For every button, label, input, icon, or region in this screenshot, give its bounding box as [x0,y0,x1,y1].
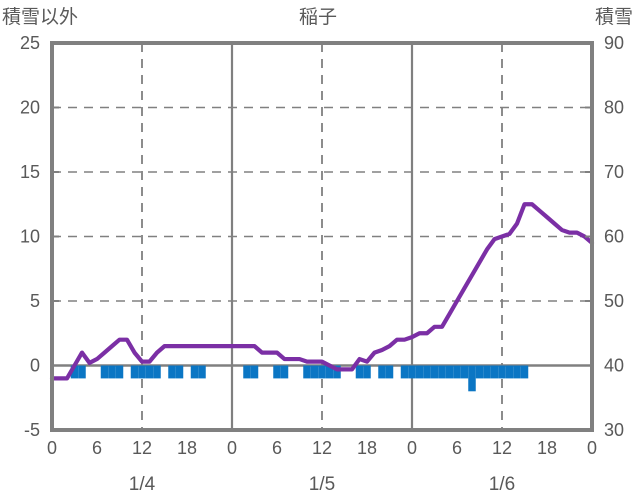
bar-snow [280,365,289,379]
bar-snow [333,365,341,379]
bar-snow [310,365,319,379]
bar-snow [498,365,506,379]
right-axis-title: 積雪 [594,7,633,28]
right-axis-ticks: 90 80 70 60 50 40 30 [585,33,624,440]
axis-tick-label: 90 [604,33,624,53]
bar-snow [175,365,184,379]
axis-tick-label: 12 [132,438,152,458]
left-axis-title: 積雪以外 [2,7,79,28]
axis-tick-label: 60 [604,227,624,247]
x-axis-ticks: 0 6 12 18 0 6 12 18 0 6 12 18 0 [47,438,597,458]
line-precipitation [49,202,595,381]
bar-snow [243,365,251,379]
x-axis-day-labels: 1/4 1/5 1/6 [129,474,515,495]
bar-snow [78,365,86,379]
axis-tick-label: 0 [30,356,40,376]
axis-tick-label: 0 [227,438,237,458]
axis-tick-label: 5 [30,291,40,311]
axis-tick-label: 18 [537,438,557,458]
bar-snow [70,365,79,379]
bar-snow [355,365,364,379]
bar-snow [430,365,439,379]
snow-bars-group [70,365,529,392]
bar-snow [145,365,154,379]
axis-tick-label: 0 [47,438,57,458]
bar-snow [363,365,371,379]
axis-tick-label: -5 [24,420,40,440]
axis-tick-label: 6 [92,438,102,458]
axis-tick-label: 40 [604,356,624,376]
bar-snow [190,365,199,379]
bar-snow [378,365,386,379]
bar-snow [468,365,476,392]
bar-snow [115,365,124,379]
bar-snow [100,365,109,379]
left-axis-ticks: 25 20 15 10 5 0 -5 [20,33,59,440]
bar-snow [460,365,469,379]
bar-snow [325,365,334,379]
axis-tick-label: 80 [604,98,624,118]
bar-snow [438,365,446,379]
bar-snow [273,365,281,379]
bar-snow [400,365,409,379]
axis-tick-label: 18 [177,438,197,458]
bar-snow [138,365,146,379]
x-axis-day-label: 1/4 [129,474,156,495]
bar-snow [505,365,514,379]
x-axis-day-label: 1/5 [309,474,335,495]
bar-snow [408,365,416,379]
bar-snow [250,365,259,379]
bar-snow [198,365,206,379]
axis-tick-label: 6 [452,438,462,458]
axis-tick-label: 6 [272,438,282,458]
bar-snow [303,365,311,379]
bar-snow [153,365,161,379]
axis-tick-label: 25 [20,33,40,53]
axis-tick-label: 12 [492,438,512,458]
axis-tick-label: 12 [312,438,332,458]
bar-snow [520,365,529,379]
bar-snow [445,365,454,379]
x-axis-day-label: 1/6 [489,474,515,495]
bar-snow [318,365,326,379]
axis-tick-label: 30 [604,420,624,440]
bar-snow [513,365,521,379]
bar-snow [475,365,484,379]
bar-snow [483,365,491,379]
bar-snow [453,365,461,379]
bar-snow [423,365,431,379]
axis-tick-label: 70 [604,162,624,182]
bar-snow [108,365,116,379]
precip-line-group [49,202,595,381]
axis-tick-label: 15 [20,162,40,182]
chart-title: 稲子 [298,7,337,28]
axis-tick-label: 20 [20,98,40,118]
axis-tick-label: 0 [407,438,417,458]
bar-snow [415,365,424,379]
axis-tick-label: 0 [587,438,597,458]
bar-snow [168,365,176,379]
axis-tick-label: 18 [357,438,377,458]
axis-tick-label: 50 [604,291,624,311]
axis-tick-label: 10 [20,227,40,247]
bar-snow [130,365,139,379]
bar-snow [490,365,499,379]
bar-snow [385,365,394,379]
